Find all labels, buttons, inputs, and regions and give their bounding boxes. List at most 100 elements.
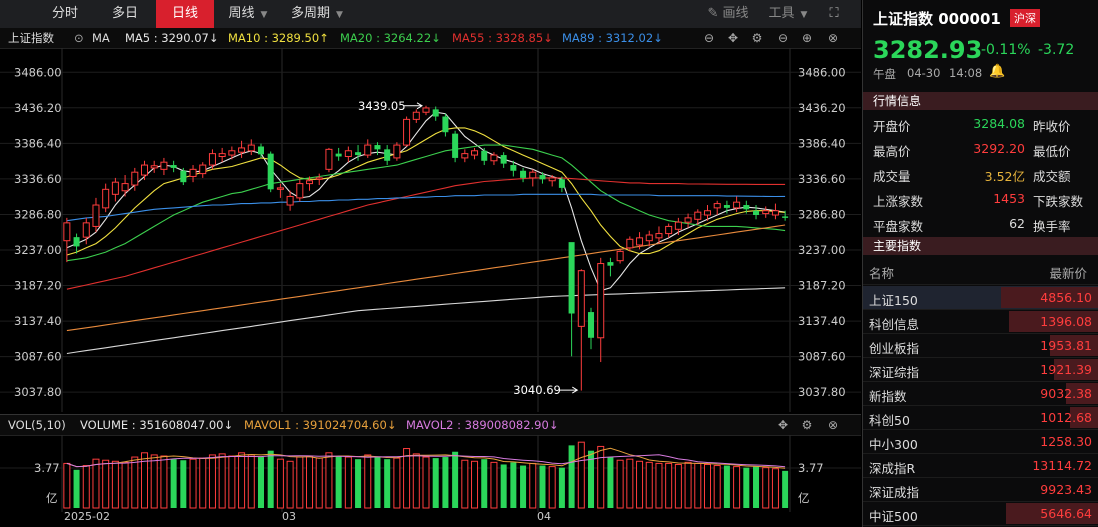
move-icon[interactable]: ✥ (777, 418, 789, 432)
volume-chart[interactable]: 3.77 3.77 亿 亿 (0, 435, 861, 512)
vol-tick-left: 3.77 (34, 461, 60, 475)
candle-body (471, 150, 479, 156)
index-row[interactable]: 深证综指 1921.39 (863, 358, 1098, 382)
candle-body (276, 187, 284, 190)
index-row[interactable]: 深证成指 9923.43 (863, 478, 1098, 502)
candle-body (733, 201, 741, 209)
price-bar (1005, 503, 1098, 524)
candle-body (73, 237, 80, 247)
last-price: 3282.93 (873, 36, 983, 64)
volume-bar (490, 461, 498, 509)
volume-bar (374, 457, 381, 508)
ma10-value: MA10 : 3289.50↑ (228, 31, 329, 45)
index-price: 13114.72 (1032, 458, 1092, 473)
y-tick-right: 3137.40 (798, 314, 846, 328)
volume-bar (82, 465, 90, 509)
candle-body (665, 225, 673, 235)
index-row[interactable]: 新指数 9032.38 (863, 382, 1098, 406)
index-name: 新指数 (869, 389, 907, 404)
close-icon[interactable]: ⊗ (827, 31, 839, 45)
candle-body (723, 205, 730, 208)
draw-line-button[interactable]: ✎ 画线 (700, 0, 756, 28)
collapse-icon[interactable]: ⊖ (703, 31, 715, 45)
tab-intraday[interactable]: 分时 (51, 6, 78, 21)
tab-multi-period-label: 多周期 (291, 6, 331, 21)
tab-multi-day[interactable]: 多日 (111, 6, 138, 21)
candle-body (412, 111, 420, 120)
volume-grid (0, 435, 861, 512)
volume-bar (684, 461, 692, 509)
volume-bar (199, 457, 207, 509)
volume-bar (452, 451, 459, 508)
index-name: 深证成指 (869, 485, 920, 500)
y-tick-left: 3336.60 (14, 172, 62, 186)
session-time: 14:08 (949, 66, 983, 80)
chevron-down-icon: ▼ (336, 10, 343, 20)
candle-body (548, 177, 556, 182)
candle-body (247, 144, 255, 152)
volume-bar (412, 453, 420, 509)
y-tick-right: 3087.60 (798, 350, 846, 364)
index-row[interactable]: 科创信息 1396.08 (863, 310, 1098, 334)
index-name: 创业板指 (869, 341, 920, 356)
volume-bar (762, 467, 770, 509)
y-tick-right: 3187.20 (798, 279, 846, 293)
remove-icon[interactable]: ⊖ (777, 31, 789, 45)
ma55-value: MA55 : 3328.85↓ (452, 31, 553, 45)
volume-bar (267, 450, 274, 508)
index-row[interactable]: 深成指R 13114.72 (863, 454, 1098, 478)
candle-body (315, 177, 323, 180)
index-row[interactable]: 中小300 1258.30 (863, 430, 1098, 454)
add-icon[interactable]: ⊕ (801, 31, 813, 45)
candle-body (432, 109, 439, 117)
volume-bar (771, 468, 779, 509)
tab-multi-period[interactable]: 多周期 ▼ (282, 0, 352, 28)
volume-bar (150, 454, 158, 509)
mavol1-value: MAVOL1 : 391024704.60↓ (244, 418, 397, 432)
tab-weekly[interactable]: 周线 ▼ (218, 0, 278, 28)
quote-label-2: 昨收价 (1033, 119, 1071, 134)
y-tick-left: 3486.00 (14, 65, 62, 79)
close-icon[interactable]: ⊗ (827, 418, 839, 432)
index-row[interactable]: 科创50 1012.68 (863, 406, 1098, 430)
candle-body (645, 234, 653, 242)
candle-body (140, 164, 149, 176)
candle-body (180, 170, 187, 183)
pencil-icon: ✎ (707, 6, 719, 21)
draw-line-label: 画线 (722, 6, 749, 21)
quote-value: 3.52亿 (984, 169, 1025, 184)
tab-daily[interactable]: 日线 (156, 0, 214, 28)
volume-bar (73, 469, 80, 508)
index-row[interactable]: 中证500 5646.64 (863, 502, 1098, 526)
index-row[interactable]: 上证150 4856.10 (863, 286, 1098, 310)
candle-body (160, 161, 168, 170)
candle-body (597, 263, 605, 339)
gear-icon[interactable]: ⚙ (751, 31, 763, 45)
volume-bar (228, 455, 236, 509)
vol-unit-left: 亿 (46, 491, 58, 505)
candlestick-chart[interactable]: 3486.00 3486.00 3436.20 3436.20 3386.40 3386.… (0, 48, 861, 412)
index-name: 中小300 (869, 437, 918, 452)
index-row[interactable]: 创业板指 1953.81 (863, 334, 1098, 358)
volume-bar (626, 458, 634, 509)
candle-body (121, 183, 129, 192)
volume-bar (189, 458, 197, 509)
index-name: 深成指R (869, 461, 916, 476)
candle-body (218, 153, 226, 157)
settings-small-icon[interactable]: ⊙ (74, 31, 84, 45)
bell-icon[interactable]: 🔔 (989, 64, 1006, 79)
tools-button[interactable]: 工具 ▼ (764, 0, 812, 28)
panel-title: 上证指数 000001 (873, 10, 1001, 28)
quote-value: 3292.20 (973, 141, 1025, 156)
volume-bar (247, 454, 255, 509)
candle-body (92, 204, 100, 227)
volume-bar (306, 455, 314, 509)
gear-icon[interactable]: ⚙ (801, 418, 813, 432)
mavol1-line (66, 447, 786, 469)
move-icon[interactable]: ✥ (727, 31, 739, 45)
candle-body (626, 238, 634, 249)
volume-bar (393, 457, 401, 509)
index-name: 深证综指 (869, 365, 920, 380)
fullscreen-icon[interactable]: ⛶ (829, 6, 839, 21)
market-badge[interactable]: 沪深 (1010, 9, 1040, 27)
